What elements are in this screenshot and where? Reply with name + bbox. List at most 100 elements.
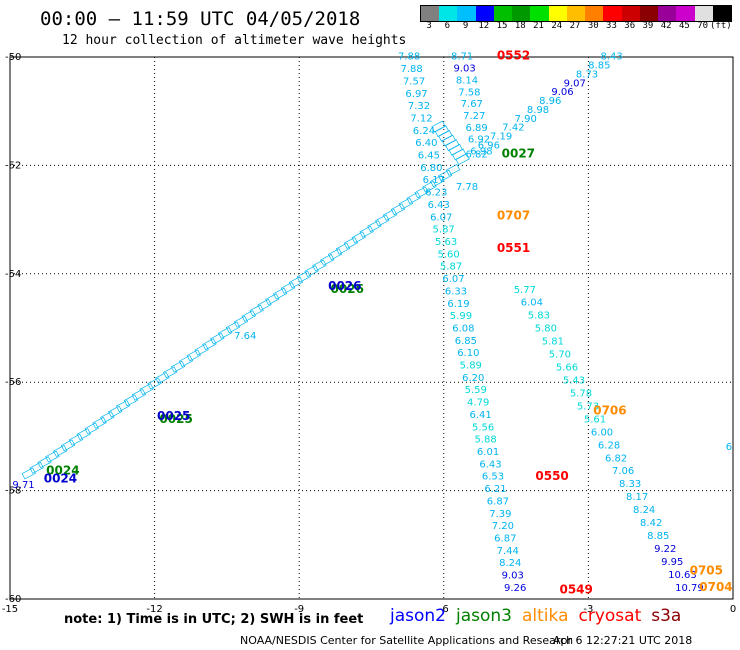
track-mark [108,405,123,418]
track-mark [29,461,44,474]
colorbar-swatch [694,6,713,21]
y-tick-label: -58 [5,486,21,497]
note-text: note: 1) Time is in UTC; 2) SWH is in fe… [64,612,364,627]
track-mark [304,265,319,278]
track-mark [434,125,450,138]
track-mark [163,366,178,379]
swh-value: 5.70 [549,350,571,361]
swh-value: 6.53 [482,472,504,483]
pass-label: 0552 [497,49,530,63]
track-mark [194,343,209,356]
colorbar-swatch [421,6,440,21]
swh-value: 8.98 [527,105,549,116]
swh-value: 6.98 [470,147,492,158]
swh-value: 9.03 [502,571,524,582]
swh-value: 5.63 [435,237,457,248]
legend-altika: altika [522,606,569,626]
swh-value: 6.28 [598,440,620,451]
swh-value: 8.14 [456,75,478,86]
track-mark [45,450,60,463]
track-mark [398,197,414,210]
x-tick-label: -12 [146,604,162,615]
swh-value: 5.88 [474,435,496,446]
swh-value: 5.81 [542,337,564,348]
track-mark [280,282,296,294]
colorbar-labels: 3 6 9 12 15 18 21 24 27 30 33 36 39 42 45 70 (ft) [420,21,731,33]
pass-label: 0551 [497,241,530,255]
swh-value: 5.78 [570,388,592,399]
track-mark [60,439,76,452]
track-mark [115,400,131,412]
swh-value: 6.85 [455,336,477,347]
pass-label: 0707 [497,209,530,223]
track-mark [21,467,36,480]
swh-value: 9.03 [453,64,475,75]
track-mark [288,276,304,289]
swh-value: 10.79 [675,583,704,594]
colorbar-swatch [639,6,659,21]
colorbar-label: 18 [514,21,526,31]
track-mark [327,248,343,261]
track-mark [382,208,398,221]
swh-value: 7.06 [612,466,634,477]
track-mark [76,428,91,441]
swh-value: 5.61 [584,414,606,425]
swh-value: 9.07 [564,78,586,89]
colorbar-swatch [512,6,531,21]
swh-value: 6.08 [452,323,474,334]
track-mark [390,203,406,216]
swh-value: 6.20 [462,373,484,384]
swh-value: 8.85 [588,61,610,72]
colorbar-label: 21 [533,21,544,31]
track-mark [431,120,446,133]
swh-value: 10.63 [668,570,697,581]
pass-label: 0704 [699,580,732,594]
legend-s3a: s3a [651,606,682,626]
track-mark [438,129,453,142]
swh-value: 8.71 [451,52,473,63]
page-subtitle: 12 hour collection of altimeter wave hei… [62,33,407,48]
colorbar-label: 27 [569,21,581,31]
swh-value: 8.24 [499,558,521,569]
colorbar-swatch [493,6,513,21]
swh-value: 6.40 [415,138,437,149]
track-mark [359,225,374,238]
colorbar-label: 15 [496,21,508,31]
swh-value: 7.78 [456,182,478,193]
swh-value: 6.82 [605,453,627,464]
swh-value: 7.67 [461,99,483,110]
colorbar-swatch [548,6,567,21]
footer-credit: NOAA/NESDIS Center for Satellite Applica… [240,634,574,647]
swh-value: 5.83 [528,311,550,322]
colorbar-swatch [475,6,494,21]
swh-value: 7.19 [490,132,512,143]
swh-value: 7.57 [403,76,425,87]
track-mark [210,332,225,345]
x-tick-label: -6 [439,604,449,615]
swh-value: 5.87 [433,225,455,236]
swh-value: 6.21 [484,484,506,495]
colorbar-label: 70 [697,21,709,31]
mission-legend: jason2 jason3 altika cryosat s3a [390,606,691,626]
swh-value: 8.17 [626,492,648,503]
swh-value: 6.87 [487,496,509,507]
swh-value: 6 [726,442,732,453]
swh-value: 7.64 [234,331,256,342]
colorbar-label: 3 [426,21,432,31]
swh-value: 7.90 [515,114,537,125]
colorbar-label: 33 [606,21,617,31]
track-mark [123,394,139,407]
x-tick-label: -3 [583,604,593,615]
track-mark [53,445,68,457]
swh-value: 6.92 [468,135,490,146]
track-mark [445,163,461,176]
colorbar-label: 30 [587,21,599,31]
track-mark [430,175,445,188]
colorbar-swatch [621,6,640,21]
pass-label: 0025 [159,412,192,426]
swh-value: 8.73 [576,69,598,80]
legend-cryosat: cryosat [578,606,642,626]
track-mark [296,270,311,283]
track-mark [448,143,463,156]
swh-value: 6.10 [457,348,479,359]
